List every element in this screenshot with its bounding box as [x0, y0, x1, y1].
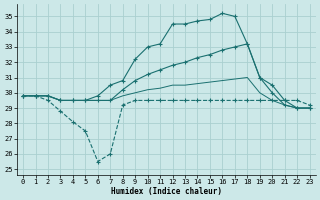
- X-axis label: Humidex (Indice chaleur): Humidex (Indice chaleur): [111, 187, 222, 196]
